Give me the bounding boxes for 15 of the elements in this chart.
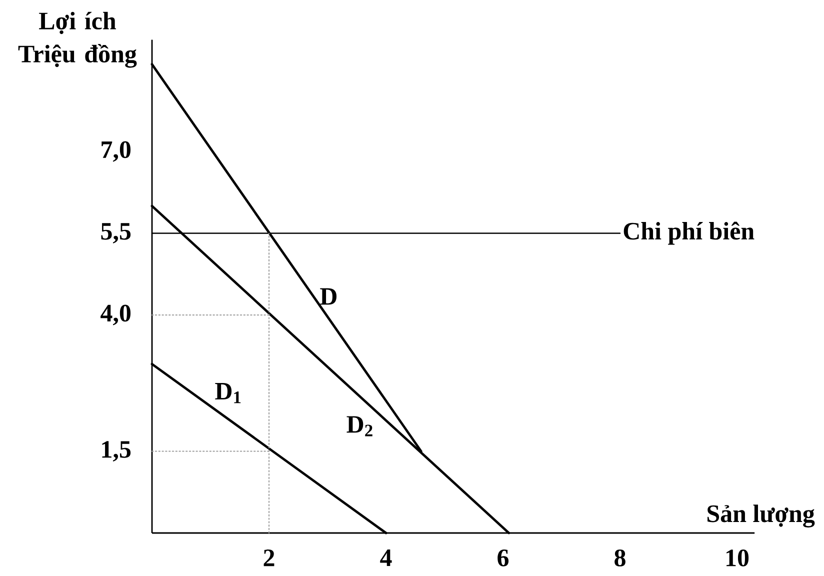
series-label: D$_{1}$ [215, 382, 241, 404]
y-tick-label: 7,0 [102, 141, 131, 162]
series-label: D$_{2}$ [346, 416, 372, 436]
y-tick-label: 1,5 [102, 441, 131, 462]
series-label: D [320, 288, 336, 305]
y-axis-title: Lợi ích Triệu đồng [18, 12, 137, 68]
x-tick-label: 2 [264, 550, 274, 566]
x-tick-label: 8 [614, 550, 626, 566]
series-label: Chi phí biên [624, 222, 754, 245]
x-tick-label: 4 [380, 550, 392, 566]
y-tick-label: 5,5 [101, 223, 131, 244]
x-axis-title: Sản lượng [708, 504, 815, 528]
y-tick-label: 4,0 [100, 304, 131, 326]
x-tick-label: 6 [498, 550, 509, 566]
x-tick-label: 10 [726, 550, 749, 566]
